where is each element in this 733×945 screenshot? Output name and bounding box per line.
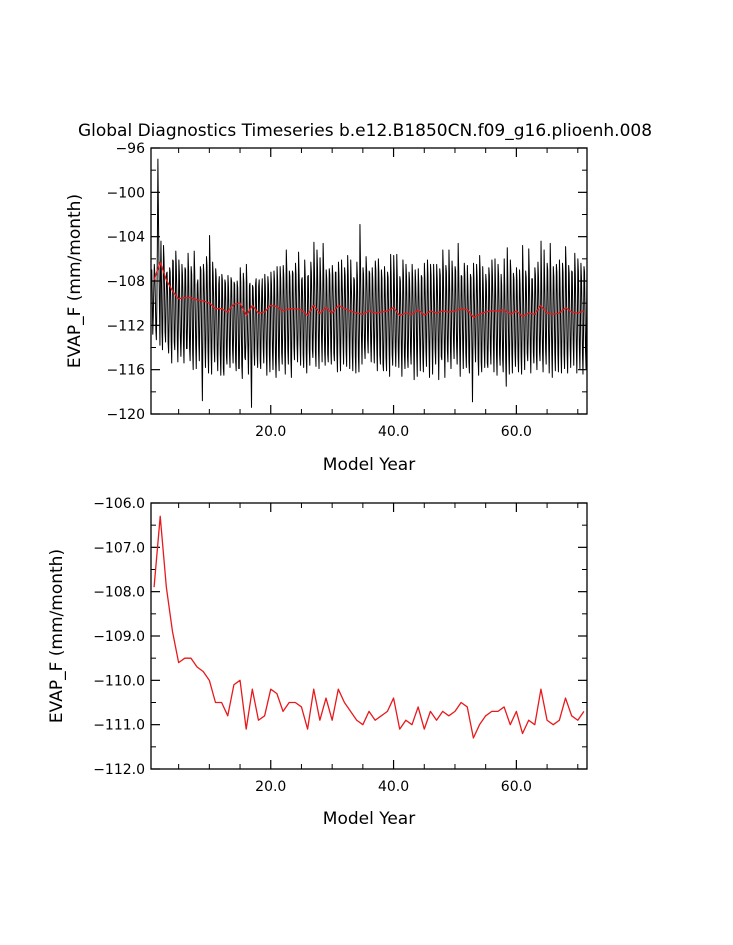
annual-mean-series-line — [153, 515, 585, 739]
y-axis-label: EVAP_F (mm/month) — [47, 549, 67, 723]
x-tick-label: 60.0 — [501, 779, 532, 795]
y-tick-label: −106.0 — [93, 496, 145, 512]
y-tick-label: −100 — [107, 185, 145, 201]
figure-title: Global Diagnostics Timeseries b.e12.B185… — [78, 121, 652, 141]
x-tick-label: 20.0 — [255, 779, 286, 795]
y-tick-label: −109.0 — [93, 629, 145, 645]
y-tick-label: −110.0 — [93, 673, 145, 689]
y-tick-label: −112 — [107, 318, 145, 334]
bottom-panel: −112.0 −111.0 −110.0 −109.0 −108.0 −107.0 −106… — [47, 496, 588, 829]
top-panel: −120 −116 −112 −108 −104 −100 −96 20.0 40.0 60.0 M… — [65, 141, 588, 475]
y-tick-label: −108.0 — [93, 585, 145, 601]
y-tick-label: −104 — [107, 230, 146, 246]
y-axis-label: EVAP_F (mm/month) — [65, 194, 85, 368]
annual-mean-series-line — [153, 261, 585, 319]
x-tick-label: 40.0 — [378, 424, 409, 440]
y-tick-label: −107.0 — [93, 540, 145, 556]
y-tick-label: −116 — [107, 363, 146, 379]
y-tick-label: −96 — [115, 141, 145, 157]
y-tick-label: −112.0 — [93, 762, 145, 778]
y-tick-label: −108 — [107, 274, 145, 290]
x-tick-label: 20.0 — [255, 424, 286, 440]
x-axis-label: Model Year — [323, 809, 415, 829]
monthly-series-line — [151, 158, 587, 408]
y-tick-label: −111.0 — [93, 718, 145, 734]
x-tick-label: 40.0 — [378, 779, 409, 795]
y-tick-label: −120 — [107, 407, 145, 423]
x-tick-label: 60.0 — [501, 424, 532, 440]
x-axis-label: Model Year — [323, 455, 415, 475]
